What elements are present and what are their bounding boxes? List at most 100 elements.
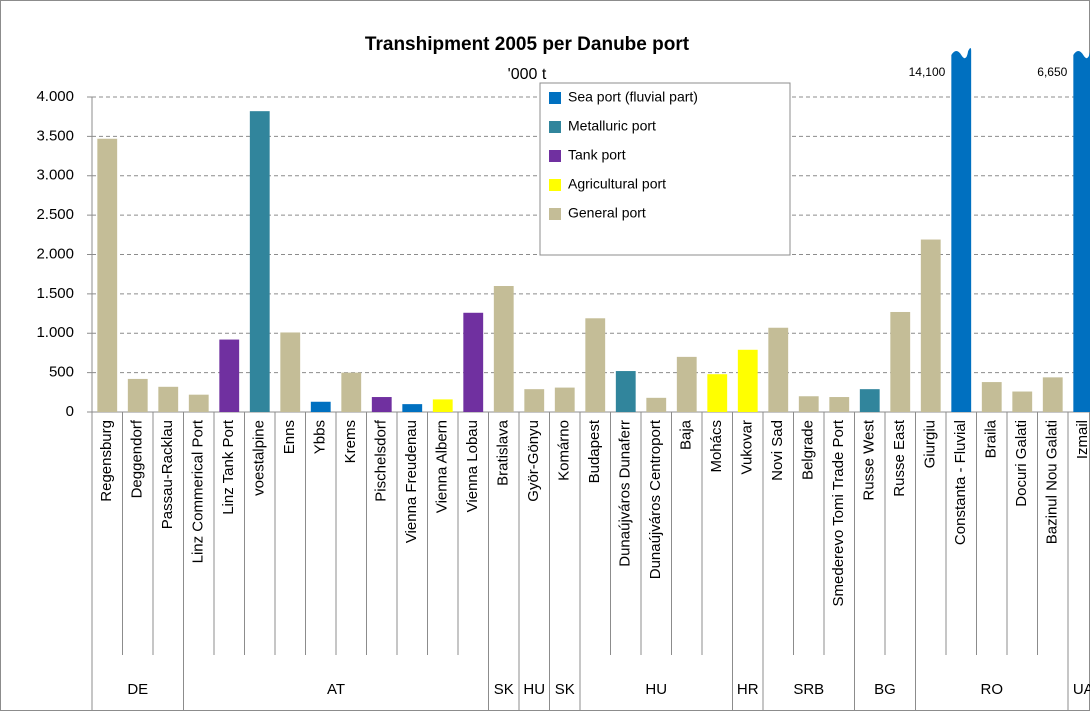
bar: [463, 312, 484, 412]
bar: [310, 401, 331, 412]
bar: [249, 111, 270, 413]
group-label: AT: [327, 681, 345, 698]
y-tick-label: 2.500: [36, 206, 74, 223]
x-tick-label: Ybbs: [312, 420, 329, 454]
x-tick-label: Baja: [678, 419, 695, 450]
legend-swatch: [549, 208, 561, 220]
y-tick-label: 1.500: [36, 285, 74, 302]
bar: [798, 396, 819, 412]
bar: [890, 311, 911, 412]
bar: [1012, 391, 1033, 412]
x-tick-label: Smederevo Tomi Trade Port: [830, 419, 847, 606]
bar: [432, 399, 453, 412]
legend-swatch: [549, 179, 561, 191]
group-label: UA: [1073, 681, 1090, 698]
chart-subtitle: '000 t: [508, 66, 547, 83]
x-tick-label: Vienna Albern: [434, 420, 451, 513]
legend-swatch: [549, 121, 561, 133]
bar: [676, 356, 697, 412]
x-tick-label: Passau-Racklau: [159, 420, 176, 529]
y-tick-label: 3.500: [36, 127, 74, 144]
x-tick-label: Györ-Gönyu: [525, 420, 542, 502]
bar: [859, 389, 880, 412]
x-tick-label: Vukovar: [739, 420, 756, 474]
x-tick-label: Constanta - Fluvial: [952, 420, 969, 545]
group-label: SK: [555, 681, 575, 698]
group-label: HR: [737, 681, 759, 698]
x-tick-label: Vienna Lobau: [464, 420, 481, 512]
bar: [188, 394, 209, 412]
legend-swatch: [549, 150, 561, 162]
bar: [1042, 377, 1063, 412]
x-tick-label: Vienna Freudenau: [403, 420, 420, 543]
bar: [615, 371, 636, 412]
bar: [524, 389, 545, 412]
data-label: 14,100: [909, 65, 946, 79]
x-tick-label: Dunaújváros Dunaferr: [617, 420, 634, 567]
x-tick-label: Docuri Galati: [1013, 420, 1030, 507]
x-tick-label: Izmail: [1074, 420, 1090, 459]
bar: [493, 286, 514, 412]
y-tick-label: 4.000: [36, 88, 74, 105]
bar: [646, 397, 667, 412]
bar: [951, 48, 972, 412]
group-label: SK: [494, 681, 514, 698]
y-tick-label: 0: [66, 403, 74, 420]
x-tick-label: Regensburg: [98, 420, 115, 502]
group-label: HU: [523, 681, 545, 698]
bar: [920, 239, 941, 412]
bar: [829, 397, 850, 412]
bar: [158, 386, 179, 412]
y-tick-label: 2.000: [36, 245, 74, 262]
chart-title: Transhipment 2005 per Danube port: [365, 34, 690, 55]
bar: [127, 378, 148, 412]
bar: [402, 404, 423, 412]
x-tick-label: Bratislava: [495, 419, 512, 486]
x-tick-label: Russe East: [891, 419, 908, 497]
x-tick-label: Russe West: [861, 419, 878, 500]
y-tick-label: 1.000: [36, 324, 74, 341]
bar: [219, 339, 240, 412]
x-tick-label: Deggendorf: [129, 419, 146, 498]
bar: [707, 374, 728, 412]
bar: [554, 387, 575, 412]
legend-label: Agricultural port: [568, 176, 666, 192]
legend-label: General port: [568, 205, 646, 221]
bar: [585, 318, 606, 412]
group-label: DE: [127, 681, 148, 698]
bar: [371, 397, 392, 412]
x-tick-label: Giurgiu: [922, 420, 939, 468]
x-tick-label: Pischelsdorf: [373, 419, 390, 502]
x-tick-label: Novi Sad: [769, 420, 786, 481]
group-label: HU: [645, 681, 667, 698]
y-tick-label: 3.000: [36, 167, 74, 184]
legend-label: Sea port (fluvial part): [568, 89, 698, 105]
bar: [768, 327, 789, 412]
x-tick-label: Bazinul Nou Galati: [1044, 420, 1061, 544]
legend-label: Tank port: [568, 147, 626, 163]
group-label: RO: [981, 681, 1004, 698]
x-tick-label: Dunaújváros Centroport: [647, 419, 664, 579]
x-tick-label: Belgrade: [800, 420, 817, 480]
group-label: SRB: [793, 681, 824, 698]
legend-box: [539, 82, 791, 256]
y-tick-label: 500: [49, 364, 74, 381]
x-tick-label: Krems: [342, 420, 359, 463]
bar: [1073, 51, 1090, 412]
bar: [280, 332, 301, 412]
legend-swatch: [549, 92, 561, 104]
group-label: BG: [874, 681, 896, 698]
bar: [737, 349, 758, 412]
x-tick-label: Komárno: [556, 420, 573, 481]
x-tick-label: voestalpine: [251, 420, 268, 496]
x-tick-label: Linz Tank Port: [220, 419, 237, 515]
data-label: 6,650: [1037, 65, 1067, 79]
bar: [341, 372, 362, 412]
bar: [97, 138, 118, 413]
x-tick-label: Budapest: [586, 419, 603, 483]
x-tick-label: Mohács: [708, 420, 725, 473]
legend-label: Metalluric port: [568, 118, 656, 134]
x-tick-label: Enns: [281, 420, 298, 454]
bar: [981, 382, 1002, 412]
